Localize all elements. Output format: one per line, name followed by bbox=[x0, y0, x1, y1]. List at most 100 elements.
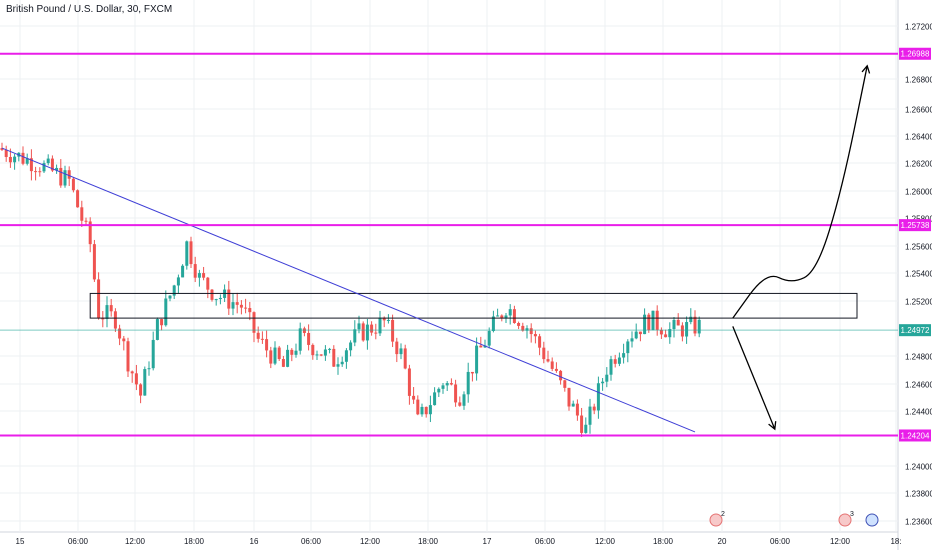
candle-body bbox=[88, 221, 92, 245]
candle bbox=[470, 371, 474, 382]
candle-body bbox=[155, 319, 159, 340]
candle-body bbox=[76, 190, 80, 208]
candle bbox=[151, 331, 155, 371]
candle bbox=[609, 355, 613, 381]
candle-body bbox=[622, 353, 626, 358]
x-tick-label: 18:00 bbox=[184, 537, 205, 546]
candle bbox=[269, 346, 273, 369]
candle bbox=[168, 295, 172, 302]
candle bbox=[617, 352, 621, 367]
candle bbox=[181, 264, 185, 278]
candle bbox=[407, 364, 411, 405]
candle-body bbox=[50, 158, 54, 171]
candle-body bbox=[517, 322, 521, 326]
candle bbox=[126, 337, 130, 378]
candle-body bbox=[680, 325, 684, 337]
candle-body bbox=[206, 277, 210, 290]
candle-body bbox=[176, 277, 180, 286]
event-badge-count: 2 bbox=[721, 511, 725, 518]
candle-body bbox=[307, 332, 311, 345]
candle bbox=[680, 322, 684, 342]
candle-body bbox=[470, 371, 474, 374]
candle-body bbox=[281, 359, 285, 367]
candle-body bbox=[659, 329, 663, 335]
candle-body bbox=[340, 361, 344, 365]
candle bbox=[265, 330, 269, 358]
candle bbox=[567, 387, 571, 411]
x-tick-label: 12:00 bbox=[830, 537, 851, 546]
candle-body bbox=[424, 406, 428, 415]
candle-body bbox=[185, 241, 189, 266]
candle bbox=[638, 331, 642, 342]
candle-body bbox=[235, 302, 239, 305]
candle-body bbox=[483, 345, 487, 348]
candle bbox=[113, 308, 117, 332]
y-tick-label: 1.26200 bbox=[905, 160, 932, 169]
scenario-arrowhead-bullish bbox=[861, 64, 871, 74]
y-tick-label: 1.25400 bbox=[905, 270, 932, 279]
candle bbox=[231, 293, 235, 316]
candle-body bbox=[239, 304, 243, 308]
candle bbox=[571, 400, 575, 407]
candle bbox=[525, 325, 529, 339]
candle-body bbox=[4, 149, 8, 157]
event-badge-icon bbox=[709, 513, 723, 527]
event-badge[interactable]: 3 bbox=[838, 511, 854, 527]
candle bbox=[529, 323, 533, 343]
candle bbox=[479, 336, 483, 348]
candle-body bbox=[454, 384, 458, 403]
candle-body bbox=[139, 384, 143, 396]
candle bbox=[227, 280, 231, 315]
candle bbox=[172, 284, 176, 300]
candle-body bbox=[567, 387, 571, 407]
candle bbox=[689, 308, 693, 325]
candle bbox=[105, 296, 109, 328]
candle bbox=[21, 146, 25, 166]
candle-body bbox=[546, 359, 550, 362]
candle bbox=[55, 164, 59, 174]
y-tick-label: 1.24400 bbox=[905, 408, 932, 417]
x-tick-label: 15 bbox=[16, 537, 25, 546]
candle-body bbox=[475, 345, 479, 374]
candle-body bbox=[412, 395, 416, 400]
candle bbox=[294, 343, 298, 358]
candle-body bbox=[97, 279, 101, 319]
candle bbox=[214, 298, 218, 306]
candle-body bbox=[550, 361, 554, 369]
candle bbox=[630, 331, 634, 348]
price-level-badge bbox=[899, 47, 931, 60]
candle-body bbox=[391, 319, 395, 342]
candle bbox=[349, 340, 353, 357]
candle-body bbox=[533, 334, 537, 337]
candle-body bbox=[512, 309, 516, 323]
candle bbox=[626, 339, 630, 363]
event-badge[interactable]: 2 bbox=[709, 511, 725, 527]
candle bbox=[336, 357, 340, 375]
candle bbox=[76, 189, 80, 208]
candle-body bbox=[29, 158, 33, 172]
candle bbox=[4, 145, 8, 162]
candle-body bbox=[227, 289, 231, 309]
candle-body bbox=[315, 354, 319, 356]
candle bbox=[370, 321, 374, 336]
candle bbox=[546, 350, 550, 363]
y-tick-label: 1.25600 bbox=[905, 243, 932, 252]
candle-body bbox=[525, 328, 529, 331]
candle-body bbox=[689, 316, 693, 323]
candle-body bbox=[277, 347, 281, 360]
candle-body bbox=[34, 171, 38, 173]
candle bbox=[134, 364, 138, 391]
candle-body bbox=[311, 344, 315, 356]
candle-body bbox=[160, 319, 164, 326]
candle bbox=[109, 298, 113, 317]
candle-body bbox=[126, 341, 130, 372]
candle bbox=[193, 256, 197, 283]
candle bbox=[374, 323, 378, 340]
candle-body bbox=[214, 299, 218, 301]
candle bbox=[281, 355, 285, 368]
candle bbox=[365, 318, 369, 350]
candle bbox=[353, 320, 357, 347]
candle-body bbox=[143, 369, 147, 396]
candle-body bbox=[407, 368, 411, 396]
